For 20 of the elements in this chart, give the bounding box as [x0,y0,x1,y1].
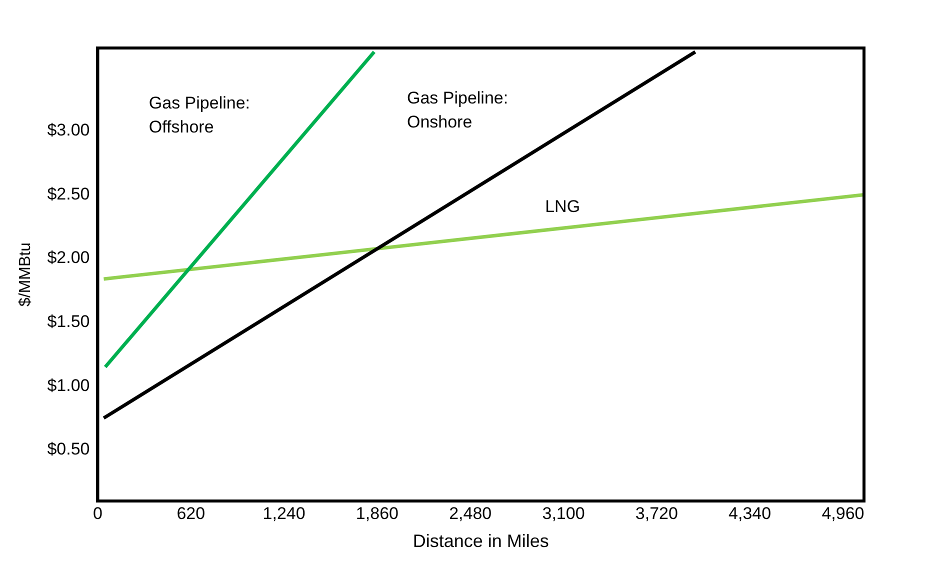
y-tick-label: $1.50 [47,312,90,332]
x-tick-label: 2,480 [449,504,492,523]
x-tick-label: 3,720 [635,504,678,523]
x-tick-label: 4,960 [822,504,864,523]
series-label: Gas Pipeline: Onshore [406,88,508,132]
x-tick-label: 1,240 [262,504,306,523]
y-axis-title: $/MMBtu [17,242,34,307]
y-tick-label: $1.00 [47,376,90,395]
x-axis-title: Distance in Miles [412,531,549,552]
text: Gas Pipeline: Offshore [148,93,250,136]
series-label: LNG [545,196,580,216]
y-tick-label: $3.00 [47,120,90,140]
x-tick-label: 4,340 [728,504,772,523]
x-tick-label: 0 [93,504,102,523]
x-tick-label: 620 [176,504,206,523]
y-tick-label: $2.50 [47,184,90,204]
y-tick-label: $2.00 [47,248,90,268]
x-tick-label: 1,860 [356,504,398,523]
y-tick-label: $0.50 [47,440,90,459]
x-tick-label: 3,100 [542,504,585,523]
